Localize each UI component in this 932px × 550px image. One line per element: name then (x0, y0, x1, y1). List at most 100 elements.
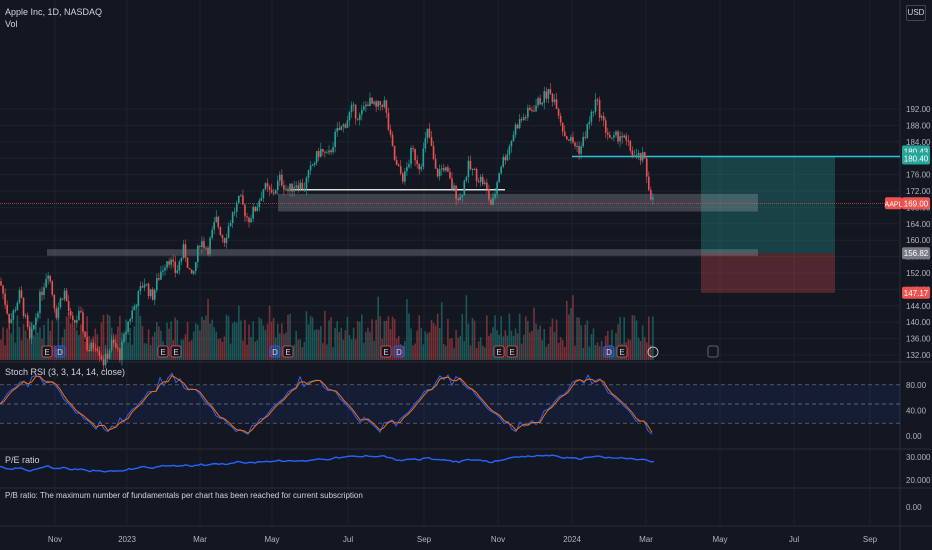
volume-bar (430, 319, 433, 360)
candle-body (563, 131, 566, 137)
price-marker-label: 156.82 (904, 249, 929, 258)
volume-bar (522, 334, 525, 360)
candle-body (299, 182, 302, 190)
candle-body (194, 262, 197, 272)
candle-body (305, 177, 308, 189)
event-marker-label: D (57, 348, 63, 357)
volume-bar (488, 335, 490, 360)
candle-body (471, 168, 474, 170)
event-marker: E (170, 345, 182, 358)
volume-bar (67, 311, 70, 360)
volume-bar (440, 302, 443, 360)
candle-body (332, 146, 334, 153)
candle-body (559, 115, 562, 123)
candle-body (397, 164, 400, 167)
volume-bar (383, 320, 386, 360)
volume-bar (594, 345, 597, 360)
candle-body (266, 183, 269, 187)
event-marker-box (41, 345, 53, 358)
volume-bar (342, 339, 345, 360)
candle-body (121, 341, 123, 360)
pe-ratio-title[interactable]: P/E ratio (5, 455, 40, 465)
candle-body (543, 91, 546, 103)
volume-bar (574, 345, 576, 360)
candle-body (553, 99, 556, 102)
volume-bar (588, 346, 591, 360)
volume-bar (617, 324, 619, 360)
volume-bar (135, 304, 138, 360)
volume-bar (609, 344, 611, 360)
volume-bar (119, 315, 121, 360)
candle-body (303, 188, 306, 190)
volume-bar (303, 341, 306, 360)
candle-body (576, 146, 578, 148)
volume-bar (586, 320, 589, 360)
candle-body (570, 137, 572, 141)
volume-bar (369, 331, 371, 360)
volume-bar (281, 323, 283, 360)
volume-bar (406, 298, 408, 360)
candle-body (604, 120, 607, 133)
candle-body (233, 211, 236, 213)
volume-bar (496, 330, 498, 360)
candle-body (117, 347, 119, 349)
volume-bar (207, 298, 209, 360)
candle-body (82, 312, 84, 332)
currency-button[interactable]: USD (906, 5, 926, 21)
volume-bar (596, 342, 599, 360)
volume-bar (592, 328, 595, 360)
candle-body (221, 234, 224, 239)
volume-bar (78, 335, 80, 360)
volume-bar (217, 339, 220, 360)
volume-bar (375, 319, 377, 360)
candle-body (629, 140, 632, 151)
candle-body (4, 293, 6, 305)
volume-bar (313, 330, 316, 360)
candle-body (498, 173, 500, 183)
volume-bar (582, 347, 584, 360)
price-marker-bg (902, 247, 930, 260)
candle-body (369, 97, 371, 107)
volume-bar (348, 335, 351, 360)
stoch-rsi-title[interactable]: Stoch RSI (3, 3, 14, 14, close) (5, 367, 126, 377)
time-tick: Mar (193, 535, 207, 544)
candle-body (354, 104, 357, 119)
volume-bar (404, 340, 406, 360)
volume-bar (629, 340, 632, 360)
candle-body (504, 156, 507, 161)
volume-bar (86, 316, 88, 360)
volume-bar (371, 319, 373, 360)
candle-body (467, 160, 470, 178)
volume-bar (137, 298, 140, 360)
candle-body (510, 141, 513, 147)
volume-bar (12, 313, 15, 360)
event-marker-label: E (44, 348, 49, 357)
volume-bar (219, 338, 222, 360)
candle-body (78, 310, 80, 321)
volume-bar (260, 319, 263, 360)
price-tick: 176.00 (906, 171, 931, 180)
volume-bar (2, 327, 4, 360)
candle-body (393, 145, 396, 160)
candle-body (527, 107, 529, 118)
volume-bar (568, 314, 570, 360)
volume-bar (170, 321, 172, 360)
candle-body (104, 353, 107, 366)
pe-tick: 20.000 (906, 476, 931, 485)
volume-bar (361, 314, 363, 360)
candle-body (55, 308, 58, 318)
event-marker-label: E (383, 348, 388, 357)
candle-body (35, 317, 37, 325)
symbol-title[interactable]: Apple Inc, 1D, NASDAQ (5, 7, 103, 17)
candle-body (197, 245, 199, 263)
candle-body (76, 320, 78, 323)
time-tick: Sep (417, 535, 432, 544)
event-marker-label: E (496, 348, 501, 357)
candle-body (430, 137, 433, 146)
candle-body (391, 134, 394, 146)
volume-bar (563, 346, 566, 360)
candle-body (481, 176, 484, 184)
candle-body (459, 197, 461, 200)
